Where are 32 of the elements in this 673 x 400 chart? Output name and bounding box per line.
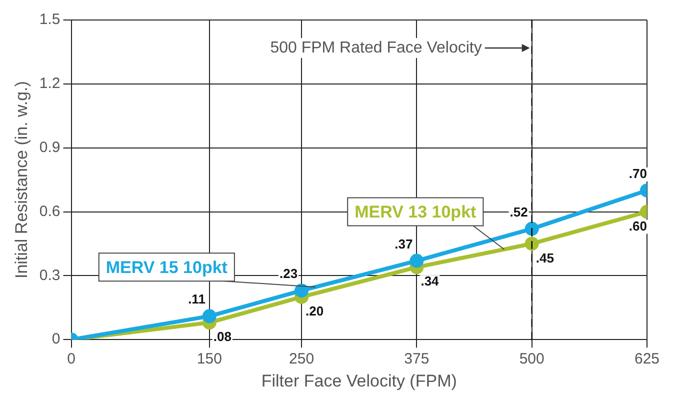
x-tick-label: 250 bbox=[289, 350, 314, 368]
x-tick-label: 500 bbox=[519, 350, 544, 368]
x-tick-label: 625 bbox=[634, 350, 660, 368]
data-label: .70 bbox=[628, 166, 647, 182]
y-tick-label: 1.5 bbox=[39, 11, 60, 28]
x-tick-label: 375 bbox=[404, 350, 430, 368]
y-axis-title: Initial Resistance (in. w.g.) bbox=[12, 81, 31, 279]
point bbox=[202, 309, 216, 324]
point bbox=[524, 222, 539, 236]
series-label: MERV 13 10pkt bbox=[354, 202, 477, 222]
series-label: MERV 15 10pkt bbox=[106, 258, 228, 277]
ref-line-label: 500 FPM Rated Face Velocity bbox=[270, 39, 482, 56]
data-label: .52 bbox=[510, 204, 528, 220]
y-tick-label: 0.9 bbox=[39, 138, 60, 156]
data-label: .60 bbox=[628, 218, 647, 234]
data-label: .45 bbox=[536, 250, 554, 266]
y-tick-label: 0.3 bbox=[39, 266, 60, 284]
point bbox=[524, 236, 539, 251]
data-label: .37 bbox=[394, 236, 413, 252]
y-tick-label: 0 bbox=[52, 330, 60, 348]
point bbox=[410, 254, 424, 268]
data-label: .34 bbox=[420, 274, 440, 289]
data-label: .08 bbox=[213, 329, 232, 344]
x-tick-label: 0 bbox=[67, 350, 76, 368]
x-axis-title: Filter Face Velocity (FPM) bbox=[261, 371, 457, 390]
point bbox=[294, 284, 309, 298]
x-tick-label: 150 bbox=[196, 350, 222, 368]
y-tick-label: 1.2 bbox=[39, 75, 60, 92]
y-tick-label: 0.6 bbox=[39, 202, 60, 220]
data-label: .20 bbox=[306, 304, 324, 319]
data-label: .11 bbox=[188, 292, 206, 307]
data-label: .23 bbox=[279, 266, 298, 282]
